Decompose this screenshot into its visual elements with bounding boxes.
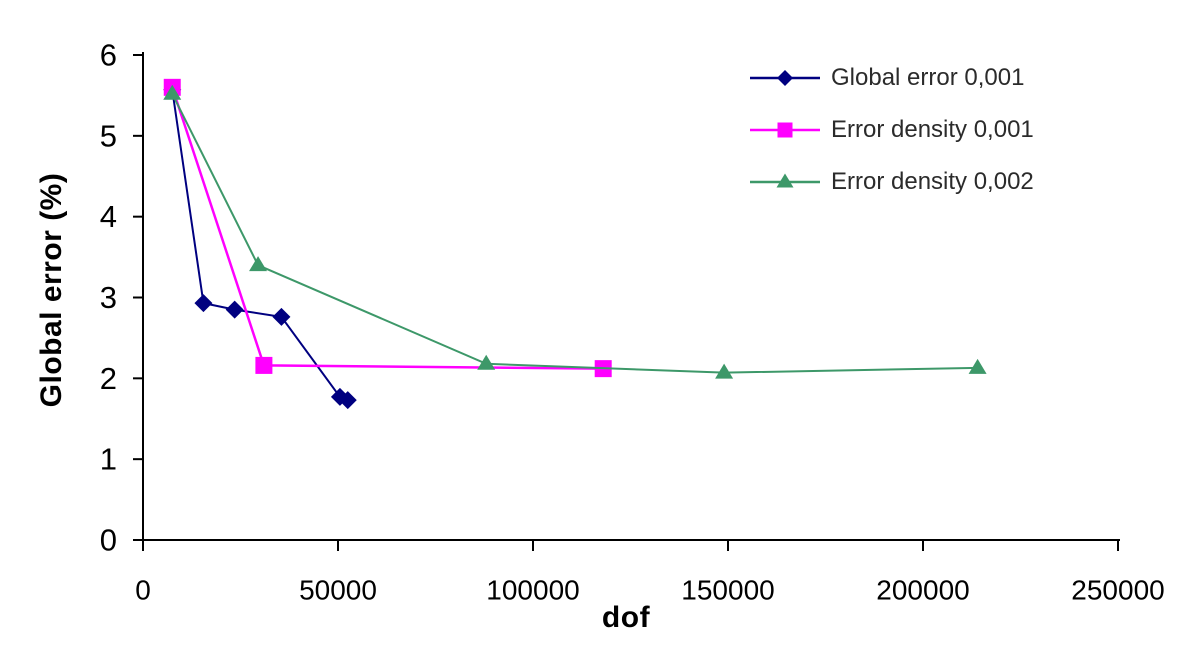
diamond-legend-icon: [750, 70, 820, 86]
data-point-marker: [225, 300, 244, 319]
x-tick-label: 100000: [486, 575, 579, 606]
data-point-marker: [255, 356, 273, 374]
y-tick-label: 2: [100, 361, 117, 396]
y-tick-label: 6: [100, 38, 117, 73]
triangle-legend-icon: [750, 173, 820, 188]
legend-item-1: Error density 0,001: [750, 114, 1034, 146]
data-point-marker: [194, 294, 213, 313]
y-tick-label: 0: [100, 523, 117, 558]
legend: Global error 0,001 Error density 0,001 Err…: [750, 62, 1034, 218]
x-tick-label: 250000: [1071, 575, 1164, 606]
legend-marker: [776, 173, 794, 188]
x-tick-label: 0: [135, 575, 151, 606]
data-point-marker: [163, 84, 182, 100]
x-tick-label: 150000: [681, 575, 774, 606]
x-tick-label: 200000: [876, 575, 969, 606]
x-axis-title: dof: [601, 601, 651, 634]
legend-marker: [777, 122, 793, 138]
y-tick-label: 1: [100, 442, 117, 477]
data-point-marker: [272, 307, 291, 326]
data-point-marker: [477, 354, 496, 370]
legend-item-0: Global error 0,001: [750, 62, 1034, 94]
legend-marker: [777, 70, 793, 86]
legend-label: Error density 0,001: [831, 116, 1034, 143]
data-point-marker: [715, 363, 734, 379]
y-axis-title: Global error (%): [35, 172, 68, 408]
data-point-marker: [249, 256, 268, 272]
y-tick-label: 4: [100, 199, 117, 234]
legend-item-2: Error density 0,002: [750, 166, 1034, 198]
data-point-marker: [338, 391, 357, 410]
y-tick-label: 3: [100, 280, 117, 315]
data-point-marker: [968, 358, 987, 374]
square-legend-icon: [750, 122, 820, 138]
x-tick-label: 50000: [299, 575, 377, 606]
y-tick-label: 5: [100, 118, 117, 153]
legend-label: Global error 0,001: [831, 64, 1025, 91]
series-line-1: [171, 86, 604, 370]
legend-label: Error density 0,002: [831, 168, 1034, 195]
